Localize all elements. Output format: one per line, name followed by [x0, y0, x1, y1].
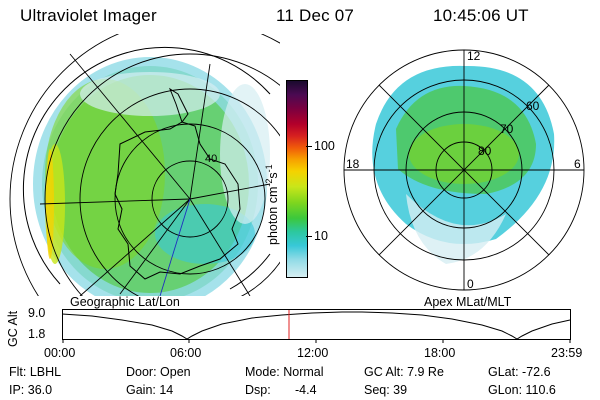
geo-panel-label: Geographic Lat/Lon: [70, 295, 180, 309]
dsp-label: Dsp:: [245, 383, 271, 397]
timeline-ytick-low: 1.8: [28, 327, 46, 341]
colorbar-tick-10: [306, 236, 312, 237]
mlt-label-18: 18: [346, 157, 360, 171]
longitude-grid: [39, 53, 271, 296]
coastline: [114, 121, 241, 280]
door-info: Door: Open: [126, 365, 191, 379]
timeline-xticks: [62, 339, 571, 343]
latitude-label: 40: [205, 153, 217, 165]
glat-info: GLat: -72.6: [488, 365, 551, 379]
dsp-value: -4.4: [295, 383, 317, 397]
filter-info: Flt: LBHL: [9, 365, 62, 379]
ip-info: IP: 36.0: [9, 383, 53, 397]
geographic-map-panel: 40: [9, 34, 280, 296]
timeline-ytick-high: 9.0: [28, 306, 46, 320]
gc-alt-info: GC Alt: 7.9 Re: [364, 365, 444, 379]
mlat-label-80: 80: [478, 144, 492, 158]
observation-date: 11 Dec 07: [276, 6, 355, 25]
timeline-xtick-1200: 12:00: [297, 346, 329, 360]
timeline-axis-label: GC Alt: [6, 310, 20, 347]
seq-info: Seq: 39: [364, 383, 408, 397]
mlat-label-60: 60: [526, 99, 540, 113]
colorbar-tick-100: [306, 146, 312, 147]
colorbar-label-10: 10: [314, 229, 328, 243]
gain-info: Gain: 14: [126, 383, 174, 397]
timeline-xtick-1800: 18:00: [424, 346, 456, 360]
mlt-label-12: 12: [467, 49, 481, 63]
observation-time: 10:45:06 UT: [433, 6, 529, 25]
aurora-image-geo: [33, 57, 270, 296]
timeline-xtick-0600: 06:00: [170, 346, 202, 360]
orbit-altitude-plot: [62, 309, 571, 343]
mode-info: Mode: Normal: [245, 365, 324, 379]
instrument-title: Ultraviolet Imager: [20, 6, 157, 25]
timeline-xtick-2359: 23:59: [551, 346, 583, 360]
colorbar-label-100: 100: [314, 139, 335, 153]
timeline-xtick-0000: 00:00: [44, 346, 76, 360]
mlt-label-0: 0: [467, 277, 474, 291]
apex-polar-panel: 12 6 0 18 80 70 60: [343, 49, 585, 291]
mlt-grid: [344, 50, 584, 290]
peninsula-outline: [168, 87, 189, 124]
mlt-label-6: 6: [574, 157, 581, 171]
glon-info: GLon: 110.6: [488, 383, 556, 397]
mlat-label-70: 70: [500, 122, 514, 136]
colorbar: [286, 80, 308, 278]
altitude-curve: [62, 311, 571, 340]
colorbar-unit: photon cm-2s-1: [264, 164, 281, 245]
apex-panel-label: Apex MLat/MLT: [424, 295, 512, 309]
